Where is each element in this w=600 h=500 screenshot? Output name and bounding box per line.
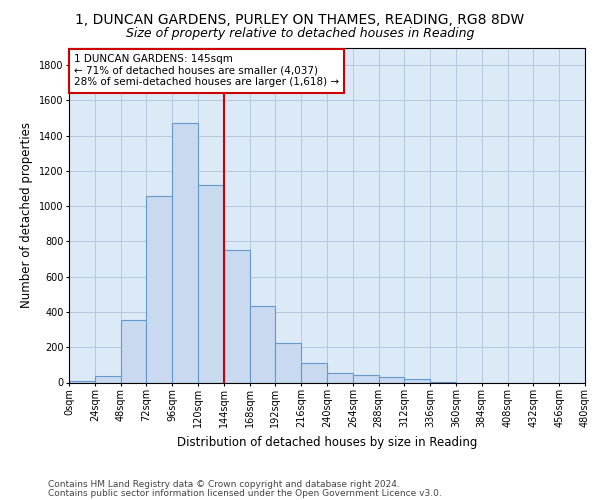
Bar [353,374,379,382]
Y-axis label: Number of detached properties: Number of detached properties [20,122,33,308]
Bar [146,196,172,382]
Bar [327,373,353,382]
Text: 1, DUNCAN GARDENS, PURLEY ON THAMES, READING, RG8 8DW: 1, DUNCAN GARDENS, PURLEY ON THAMES, REA… [76,12,524,26]
Bar [121,320,146,382]
Bar [275,343,301,382]
Bar [404,379,430,382]
Bar [198,185,224,382]
Text: Contains public sector information licensed under the Open Government Licence v3: Contains public sector information licen… [48,488,442,498]
Bar [69,380,95,382]
Text: Size of property relative to detached houses in Reading: Size of property relative to detached ho… [126,28,474,40]
Bar [95,376,121,382]
Bar [172,124,198,382]
Bar [301,363,327,382]
Bar [224,250,250,382]
Bar [379,377,404,382]
Text: 1 DUNCAN GARDENS: 145sqm
← 71% of detached houses are smaller (4,037)
28% of sem: 1 DUNCAN GARDENS: 145sqm ← 71% of detach… [74,54,339,88]
Text: Contains HM Land Registry data © Crown copyright and database right 2024.: Contains HM Land Registry data © Crown c… [48,480,400,489]
X-axis label: Distribution of detached houses by size in Reading: Distribution of detached houses by size … [177,436,477,448]
Bar [250,306,275,382]
